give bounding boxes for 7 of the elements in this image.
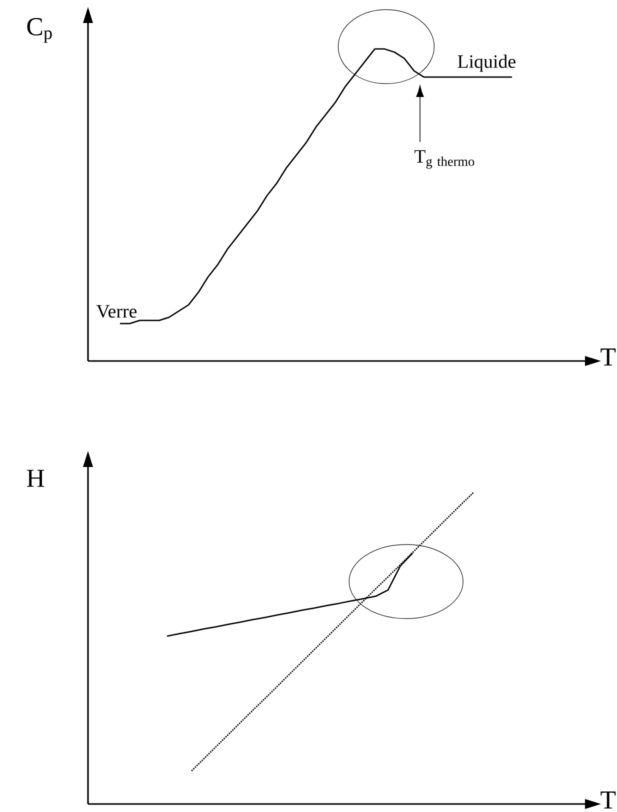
x-axis-title: T: [600, 792, 616, 808]
annotation: Verre: [96, 305, 137, 318]
y-axis-title: C$_{p}$: [27, 18, 52, 43]
x-axis-title: T: [600, 348, 616, 366]
annotation: Liquide: [458, 54, 516, 72]
y-axis-title: H: [26, 470, 44, 487]
annotation: $\mathrm{T}_{\mathrm{g\ thermo}}$: [414, 150, 474, 169]
